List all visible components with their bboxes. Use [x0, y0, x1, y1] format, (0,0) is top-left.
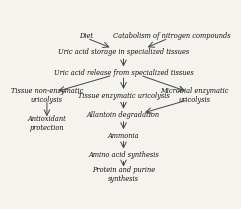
Text: Tissue non-enzymatic
uricolysis: Tissue non-enzymatic uricolysis: [11, 87, 83, 104]
Text: Ammonia: Ammonia: [108, 132, 139, 140]
Text: Allantoin degradation: Allantoin degradation: [87, 111, 160, 119]
Text: Diet: Diet: [79, 32, 93, 40]
Text: Uric acid storage in specialized tissues: Uric acid storage in specialized tissues: [58, 48, 189, 56]
Text: Protein and purine
synthesis: Protein and purine synthesis: [92, 166, 155, 183]
Text: Catabolism of nitrogen compounds: Catabolism of nitrogen compounds: [113, 32, 231, 40]
Text: Amino acid synthesis: Amino acid synthesis: [88, 152, 159, 159]
Text: Antioxidant
protection: Antioxidant protection: [27, 115, 66, 132]
Text: Tissue enzymatic uricolysis: Tissue enzymatic uricolysis: [78, 92, 169, 100]
Text: Uric acid release from specialized tissues: Uric acid release from specialized tissu…: [54, 69, 193, 77]
Text: Microbial enzymatic
uricolysis: Microbial enzymatic uricolysis: [160, 87, 229, 104]
